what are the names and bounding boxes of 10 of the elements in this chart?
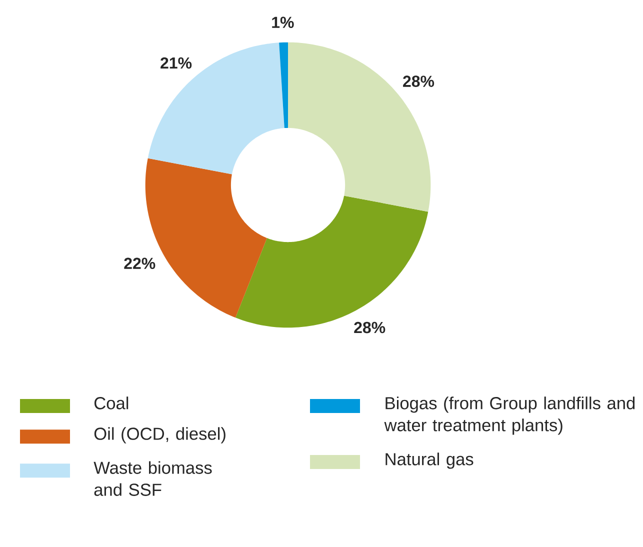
data-label: 22% [124, 258, 156, 270]
legend-label: Oil (OCD, diesel) [94, 427, 226, 444]
data-label: 28% [403, 76, 434, 87]
legend-label: Coal [94, 396, 128, 410]
data-label: 1% [272, 16, 294, 28]
legend-label: Waste biomass and SSF [94, 461, 212, 496]
legend-label: Biogas (from Group landfills and water treatment plants) [384, 396, 635, 435]
data-label: 28% [354, 322, 386, 334]
data-label: 21% [160, 57, 192, 69]
legend-label: Natural gas [386, 452, 474, 469]
